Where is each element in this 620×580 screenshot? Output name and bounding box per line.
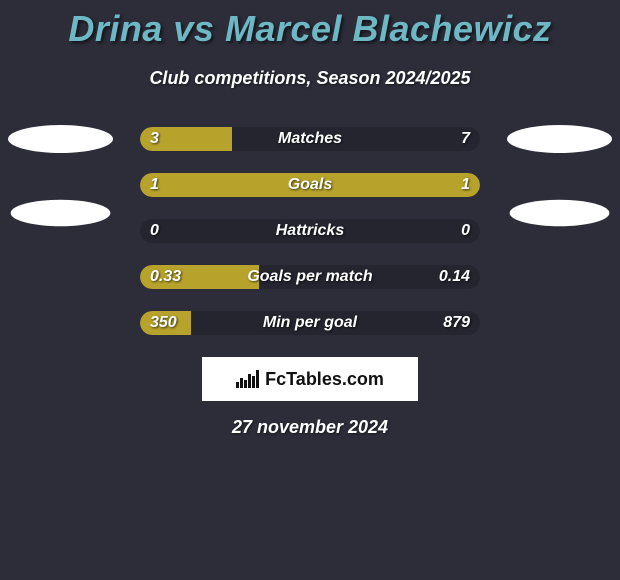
player-photo-placeholder — [510, 200, 610, 227]
fctables-logo: FcTables.com — [202, 357, 418, 401]
metric-label: Matches — [140, 127, 480, 151]
player-photo-placeholder — [8, 125, 113, 153]
bar-chart-icon — [236, 370, 259, 388]
metric-label: Goals — [140, 173, 480, 197]
comparison-row: 350879Min per goal — [0, 311, 620, 335]
page-title: Drina vs Marcel Blachewicz — [0, 0, 620, 50]
comparison-row: 11Goals — [0, 173, 620, 197]
comparison-rows: 37Matches11Goals00Hattricks0.330.14Goals… — [0, 127, 620, 335]
metric-label: Hattricks — [140, 219, 480, 243]
snapshot-date: 27 november 2024 — [0, 417, 620, 438]
player-photo-placeholder — [507, 125, 612, 153]
comparison-row: 0.330.14Goals per match — [0, 265, 620, 289]
page-subtitle: Club competitions, Season 2024/2025 — [0, 68, 620, 89]
metric-label: Goals per match — [140, 265, 480, 289]
logo-text: FcTables.com — [265, 369, 384, 390]
metric-label: Min per goal — [140, 311, 480, 335]
player-photo-placeholder — [11, 200, 111, 227]
